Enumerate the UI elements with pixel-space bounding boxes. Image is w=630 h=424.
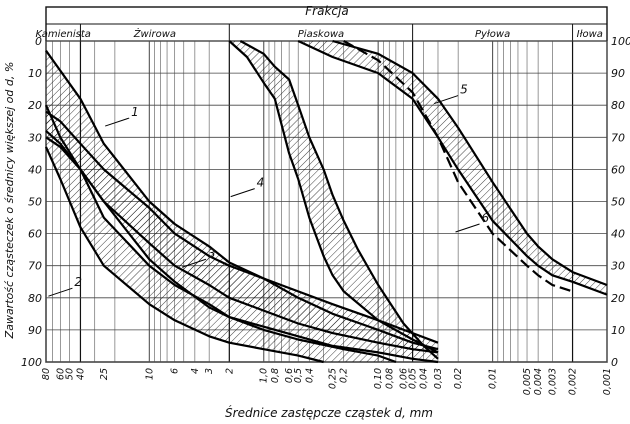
y-tick-label-right: 50	[611, 196, 625, 209]
x-tick-label: 0,06	[399, 368, 410, 389]
curve-line-6	[343, 40, 573, 293]
annotation-leader	[455, 223, 480, 233]
x-tick-label: 0,001	[602, 368, 613, 395]
y-tick-label-right: 100	[611, 35, 630, 48]
y-tick-label-right: 20	[611, 292, 625, 305]
y-tick-label-left: 90	[28, 324, 42, 337]
annotation-label-5: 5	[460, 83, 468, 97]
x-tick-label: 25	[99, 368, 110, 380]
x-tick-label: 0,04	[419, 368, 430, 389]
chart-bands	[44, 39, 608, 364]
x-tick-label: 2	[224, 368, 235, 374]
chart-title: Frakcja	[305, 4, 348, 18]
x-tick-label: 0,4	[304, 368, 315, 383]
fraction-label: Pyłowa	[475, 29, 510, 40]
fraction-label: Żwirowa	[133, 27, 176, 40]
y-tick-label-left: 40	[28, 163, 42, 176]
x-tick-label: 0,2	[339, 368, 350, 383]
x-tick-label: 50	[64, 368, 75, 380]
x-tick-label: 0,05	[408, 368, 419, 389]
x-tick-label: 40	[75, 368, 86, 380]
chart-labels: 0102030405060708090100100908070605040302…	[21, 35, 630, 395]
y-tick-label-left: 30	[28, 131, 42, 144]
x-tick-label: 0,003	[547, 368, 558, 395]
band-upper-curve-4	[228, 40, 439, 354]
fraction-label: Kamienista	[36, 29, 91, 40]
x-tick-label: 0,002	[568, 368, 579, 395]
x-tick-label: 0,03	[433, 368, 444, 389]
y-tick-label-right: 10	[611, 324, 625, 337]
x-tick-label: 60	[55, 368, 66, 380]
annotation-label-1: 1	[131, 105, 139, 119]
band-lower-curve-3	[45, 130, 439, 354]
band-lower-curve-4	[239, 40, 439, 360]
x-tick-label: 0,5	[293, 368, 304, 383]
y-tick-label-right: 0	[611, 356, 618, 369]
x-axis-label: Średnice zastępcze cząstek d, mm	[225, 405, 433, 420]
x-tick-label: 6	[170, 368, 181, 374]
y-tick-label-left: 10	[28, 67, 42, 80]
y-tick-label-right: 80	[611, 99, 625, 112]
annotation-label-6: 6	[482, 211, 490, 225]
fraction-label: Piaskowa	[298, 29, 344, 40]
annotation-leader	[105, 117, 130, 127]
x-tick-label: 0,02	[453, 368, 464, 389]
band-upper-curve-5	[332, 39, 608, 287]
annotation-label-4: 4	[257, 176, 265, 190]
y-tick-label-left: 80	[28, 292, 42, 305]
annotation-leader	[181, 258, 207, 268]
y-axis-label: Zawartość cząsteczek o średnicy większej…	[3, 62, 16, 340]
annotation-leader	[433, 95, 459, 105]
y-tick-label-left: 60	[28, 228, 42, 241]
x-tick-label: 0,005	[522, 368, 533, 395]
x-tick-label: 0,6	[284, 368, 295, 383]
x-tick-label: 80	[41, 368, 52, 380]
y-tick-label-left: 100	[21, 356, 42, 369]
x-tick-label: 4	[190, 368, 201, 374]
x-tick-label: 0,25	[328, 368, 339, 389]
y-tick-label-left: 20	[28, 99, 42, 112]
band-lower-curve-5	[297, 40, 608, 296]
band-fill-2	[46, 105, 396, 362]
x-tick-label: 3	[204, 368, 215, 374]
chart-lines	[343, 40, 573, 293]
y-tick-label-right: 70	[611, 131, 625, 144]
x-tick-label: 1,0	[259, 368, 270, 383]
y-tick-label-right: 60	[611, 163, 625, 176]
x-tick-label: 0,10	[373, 368, 384, 389]
y-tick-label-right: 30	[611, 260, 625, 273]
annotation-leader	[230, 188, 255, 198]
band-lower-curve-2	[44, 146, 324, 364]
y-tick-label-right: 40	[611, 228, 625, 241]
annotation-label-3: 3	[208, 246, 216, 260]
y-tick-label-left: 50	[28, 196, 42, 209]
annotation-leader	[48, 287, 73, 297]
band-upper-curve-3	[45, 110, 439, 344]
x-tick-label: 0,01	[488, 368, 499, 389]
x-tick-label: 0,08	[384, 368, 395, 389]
x-tick-label: 10	[144, 368, 155, 380]
y-tick-label-left: 70	[28, 260, 42, 273]
y-tick-label-right: 90	[611, 67, 625, 80]
y-tick-label-left: 0	[35, 35, 42, 48]
annotation-label-2: 2	[74, 275, 82, 289]
x-tick-label: 0,8	[270, 368, 281, 383]
fraction-label: Iłowa	[577, 29, 603, 40]
x-tick-label: 0,004	[533, 368, 544, 395]
